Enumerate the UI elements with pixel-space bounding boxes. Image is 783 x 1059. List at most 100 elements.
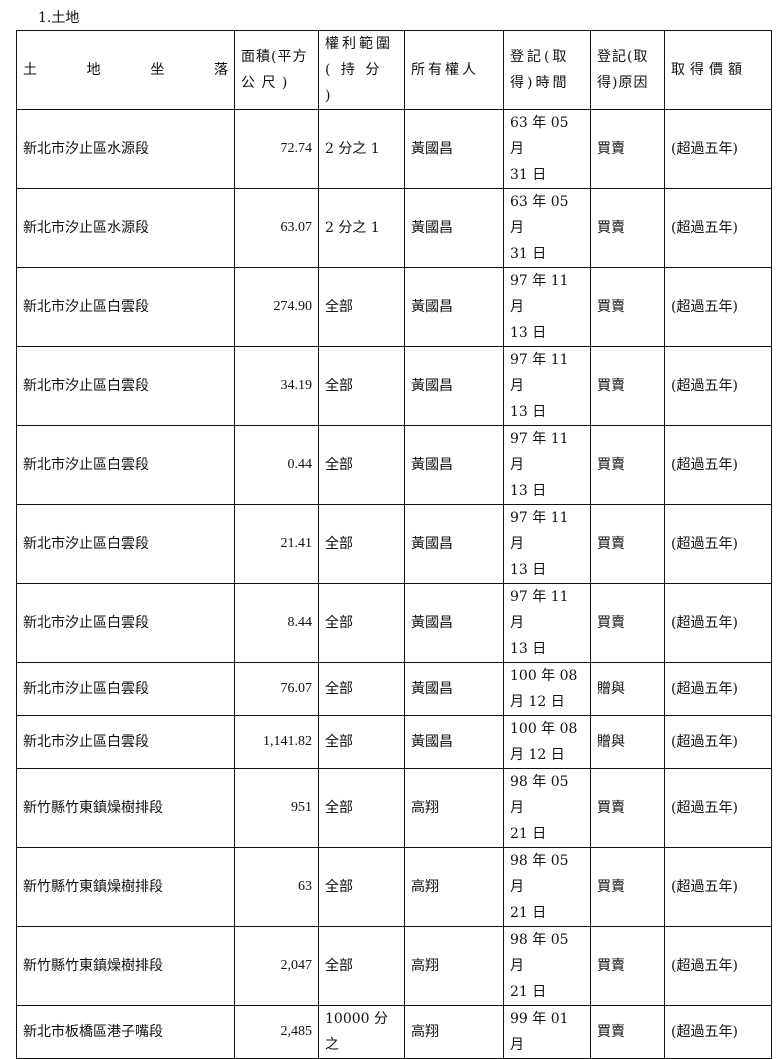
cell-location: 新北市板橋區港子嘴段 xyxy=(16,1005,235,1059)
cell-price: (超過五年) xyxy=(664,583,772,663)
table-row: 新北市汐止區白雲段 76.07 全部 黃國昌 100 年 08 月 12 日 贈與 (超過五年… xyxy=(16,662,772,716)
cell-date: 97 年 11 月 13 日 xyxy=(503,583,591,663)
cell-owner: 黃國昌 xyxy=(404,346,504,426)
cell-price: (超過五年) xyxy=(664,504,772,584)
cell-price: (超過五年) xyxy=(664,188,772,268)
cell-price: (超過五年) xyxy=(664,768,772,848)
date-line: 63 年 05 月 xyxy=(510,194,569,236)
cell-date: 97 年 11 月 13 日 xyxy=(503,267,591,347)
date-line: 100 年 08 xyxy=(510,721,578,737)
cell-location: 新北市汐止區白雲段 xyxy=(16,425,235,505)
date-line: 21 日 xyxy=(510,826,547,842)
header-line: 登記(取 xyxy=(510,49,570,65)
cell-location: 新竹縣竹東鎮燥樹排段 xyxy=(16,926,235,1006)
header-line: 得)時間 xyxy=(510,75,570,91)
cell-date: 98 年 05 月 21 日 xyxy=(503,926,591,1006)
cell-date: 97 年 11 月 13 日 xyxy=(503,425,591,505)
cell-price: (超過五年) xyxy=(664,109,772,189)
header-char: 落 xyxy=(213,62,228,78)
header-line: 權利範圍 xyxy=(325,36,393,52)
cell-scope: 全部 xyxy=(318,662,405,716)
cell-owner: 黃國昌 xyxy=(404,188,504,268)
cell-scope: 全部 xyxy=(318,267,405,347)
cell-scope: 全部 xyxy=(318,847,405,927)
cell-reason: 買賣 xyxy=(590,768,665,848)
cell-owner: 高翔 xyxy=(404,926,504,1006)
cell-price: (超過五年) xyxy=(664,267,772,347)
cell-area: 34.19 xyxy=(234,346,319,426)
cell-date: 63 年 05 月 31 日 xyxy=(503,188,591,268)
table-row: 新竹縣竹東鎮燥樹排段 63 全部 高翔 98 年 05 月 21 日 買賣 (超過五年) xyxy=(16,847,772,927)
table-row: 新北市汐止區白雲段 0.44 全部 黃國昌 97 年 11 月 13 日 買賣 (超過五年) xyxy=(16,425,772,505)
cell-scope: 2 分之 1 xyxy=(318,109,405,189)
cell-date: 99 年 01 月 xyxy=(503,1005,591,1059)
cell-date: 97 年 11 月 13 日 xyxy=(503,504,591,584)
cell-location: 新北市汐止區水源段 xyxy=(16,109,235,189)
table-row: 新北市汐止區白雲段 1,141.82 全部 黃國昌 100 年 08 月 12 日 贈與 (超… xyxy=(16,715,772,769)
cell-location: 新北市汐止區白雲段 xyxy=(16,662,235,716)
date-line: 13 日 xyxy=(510,325,547,341)
table-row: 新北市汐止區水源段 72.74 2 分之 1 黃國昌 63 年 05 月 31 日 買賣 (超… xyxy=(16,109,772,189)
date-line: 97 年 11 月 xyxy=(510,589,569,631)
cell-area: 2,047 xyxy=(234,926,319,1006)
header-owner: 所有權人 xyxy=(404,30,504,110)
cell-location: 新北市汐止區白雲段 xyxy=(16,346,235,426)
cell-reason: 買賣 xyxy=(590,346,665,426)
cell-reason: 買賣 xyxy=(590,926,665,1006)
cell-location: 新竹縣竹東鎮燥樹排段 xyxy=(16,847,235,927)
header-line: 面積(平方 xyxy=(241,49,308,65)
cell-owner: 黃國昌 xyxy=(404,715,504,769)
cell-scope: 全部 xyxy=(318,768,405,848)
cell-price: (超過五年) xyxy=(664,662,772,716)
date-line: 97 年 11 月 xyxy=(510,431,569,473)
header-char: 土 xyxy=(23,62,37,78)
table-row: 新北市汐止區白雲段 274.90 全部 黃國昌 97 年 11 月 13 日 買賣 (超過五年… xyxy=(16,267,772,347)
cell-date: 97 年 11 月 13 日 xyxy=(503,346,591,426)
cell-reason: 買賣 xyxy=(590,1005,665,1059)
cell-scope: 全部 xyxy=(318,346,405,426)
date-line: 31 日 xyxy=(510,167,547,183)
cell-reason: 贈與 xyxy=(590,662,665,716)
cell-owner: 高翔 xyxy=(404,1005,504,1059)
cell-reason: 買賣 xyxy=(590,109,665,189)
cell-reason: 贈與 xyxy=(590,715,665,769)
cell-price: (超過五年) xyxy=(664,847,772,927)
cell-area: 8.44 xyxy=(234,583,319,663)
table-row: 新北市汐止區白雲段 21.41 全部 黃國昌 97 年 11 月 13 日 買賣 (超過五年) xyxy=(16,504,772,584)
cell-reason: 買賣 xyxy=(590,267,665,347)
header-date: 登記(取得)時間 xyxy=(503,30,591,110)
header-reason: 登記(取 得)原因 xyxy=(590,30,665,110)
date-line: 99 年 01 月 xyxy=(510,1011,569,1053)
cell-reason: 買賣 xyxy=(590,583,665,663)
cell-owner: 高翔 xyxy=(404,768,504,848)
cell-reason: 買賣 xyxy=(590,504,665,584)
cell-scope: 全部 xyxy=(318,425,405,505)
cell-location: 新北市汐止區白雲段 xyxy=(16,583,235,663)
date-line: 100 年 08 xyxy=(510,668,578,684)
cell-area: 0.44 xyxy=(234,425,319,505)
cell-location: 新北市汐止區白雲段 xyxy=(16,267,235,347)
cell-owner: 黃國昌 xyxy=(404,662,504,716)
table-row: 新北市汐止區白雲段 34.19 全部 黃國昌 97 年 11 月 13 日 買賣 (超過五年) xyxy=(16,346,772,426)
cell-area: 274.90 xyxy=(234,267,319,347)
header-char: 坐 xyxy=(150,62,165,78)
cell-scope: 10000 分之 xyxy=(318,1005,405,1059)
header-line: 登記(取 xyxy=(597,49,649,65)
date-line: 63 年 05 月 xyxy=(510,115,569,157)
cell-date: 98 年 05 月 21 日 xyxy=(503,847,591,927)
cell-reason: 買賣 xyxy=(590,425,665,505)
cell-price: (超過五年) xyxy=(664,1005,772,1059)
date-line: 月 12 日 xyxy=(510,694,565,710)
header-line: ( 持 分 ) xyxy=(325,62,383,104)
cell-scope: 全部 xyxy=(318,926,405,1006)
cell-scope: 全部 xyxy=(318,715,405,769)
cell-owner: 黃國昌 xyxy=(404,267,504,347)
date-line: 97 年 11 月 xyxy=(510,352,569,394)
cell-owner: 黃國昌 xyxy=(404,583,504,663)
table-row: 新竹縣竹東鎮燥樹排段 951 全部 高翔 98 年 05 月 21 日 買賣 (超過五年) xyxy=(16,768,772,848)
date-line: 98 年 05 月 xyxy=(510,932,569,974)
cell-scope: 全部 xyxy=(318,504,405,584)
cell-owner: 高翔 xyxy=(404,847,504,927)
cell-date: 100 年 08 月 12 日 xyxy=(503,715,591,769)
cell-area: 76.07 xyxy=(234,662,319,716)
